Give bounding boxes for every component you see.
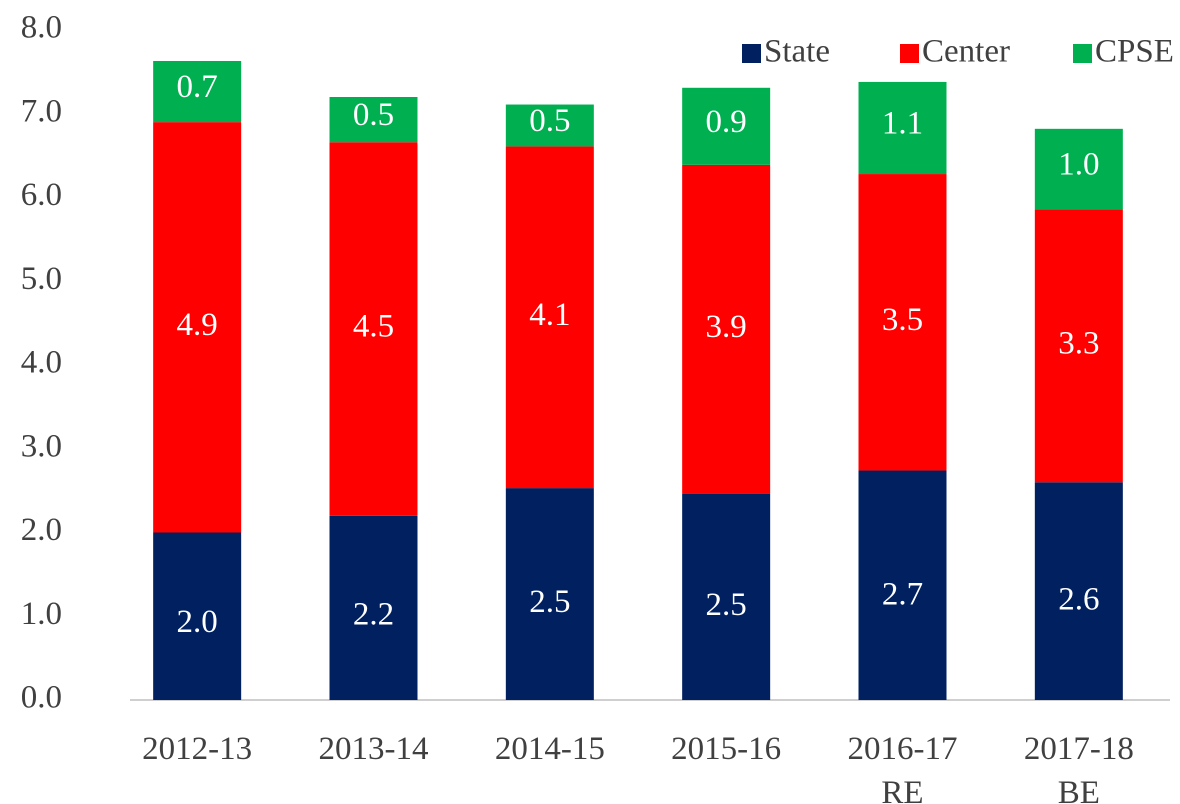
x-tick-label: 2013-14: [318, 731, 429, 767]
legend-label: CPSE: [1095, 34, 1174, 70]
bar-segment: [329, 515, 418, 700]
legend-label: Center: [922, 34, 1010, 70]
y-tick-label: 7.0: [21, 93, 62, 129]
y-tick-label: 4.0: [21, 345, 62, 381]
data-label: 2.5: [706, 587, 747, 623]
bar-segment: [505, 104, 594, 147]
data-label: 2.6: [1058, 582, 1099, 618]
data-label: 2.0: [177, 604, 218, 640]
legend-swatch: [900, 44, 919, 63]
data-label: 1.0: [1058, 147, 1099, 183]
data-label: 0.5: [353, 97, 394, 133]
data-label: 0.7: [177, 69, 218, 105]
data-label: 2.2: [353, 597, 394, 633]
bar-segment: [329, 97, 418, 143]
data-label: 0.9: [706, 104, 747, 140]
data-label: 3.5: [882, 302, 923, 338]
x-tick-label: 2016-17 RE: [847, 731, 958, 804]
bar-segment: [1034, 128, 1123, 210]
data-label: 3.3: [1058, 325, 1099, 361]
bar-segment: [329, 142, 418, 516]
y-tick-label: 5.0: [21, 261, 62, 297]
y-tick-label: 1.0: [21, 596, 62, 632]
data-label: 0.5: [529, 103, 570, 139]
data-label: 2.5: [529, 584, 570, 620]
legend-swatch: [742, 44, 761, 63]
data-label: 4.1: [529, 297, 570, 333]
bar-segment: [1034, 209, 1123, 483]
bar-segment: [505, 146, 594, 489]
data-label: 3.9: [706, 309, 747, 345]
bar-segment: [505, 488, 594, 700]
legend-label: State: [764, 34, 830, 70]
bar-segment: [153, 532, 242, 700]
bar-segment: [682, 87, 771, 165]
y-tick-label: 3.0: [21, 428, 62, 464]
x-tick-label: 2017-18 BE: [1023, 731, 1134, 804]
bar-segment: [682, 164, 771, 494]
bar-segment: [153, 60, 242, 123]
x-tick-label: 2014-15: [494, 731, 605, 767]
y-tick-label: 0.0: [21, 680, 62, 716]
bar-segment: [153, 122, 242, 533]
bar-segment: [1034, 482, 1123, 700]
y-tick-label: 8.0: [21, 10, 62, 46]
data-label: 4.5: [353, 309, 394, 345]
y-tick-label: 6.0: [21, 177, 62, 213]
bar-segment: [858, 470, 947, 700]
legend-swatch: [1073, 44, 1092, 63]
data-label: 1.1: [882, 106, 923, 142]
data-label: 2.7: [882, 576, 923, 612]
bar-segment: [858, 81, 947, 175]
bar-segment: [858, 174, 947, 471]
data-label: 4.9: [177, 307, 218, 343]
bar-segment: [682, 493, 771, 700]
x-tick-label: 2012-13: [142, 731, 253, 767]
x-tick-label: 2015-16: [671, 731, 782, 767]
y-tick-label: 2.0: [21, 512, 62, 548]
